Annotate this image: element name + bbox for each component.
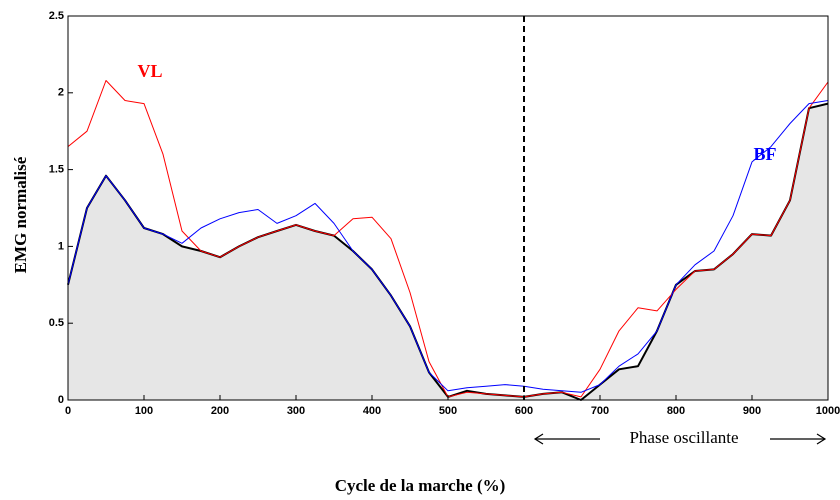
series-label: BF — [753, 144, 776, 164]
y-tick-label: 0 — [58, 394, 64, 406]
y-tick-label: 0.5 — [49, 317, 64, 329]
series-label: VL — [137, 61, 162, 81]
y-tick-label: 1.5 — [49, 164, 64, 176]
y-tick-label: 2.5 — [49, 10, 64, 22]
x-tick-label: 300 — [287, 405, 305, 417]
x-tick-label: 700 — [591, 405, 609, 417]
x-tick-label: 400 — [363, 405, 381, 417]
x-tick-label: 100 — [135, 405, 153, 417]
x-tick-label: 200 — [211, 405, 229, 417]
y-tick-label: 2 — [58, 87, 64, 99]
x-axis-label: Cycle de la marche (%) — [335, 476, 506, 495]
line — [67, 100, 829, 393]
annotation: Phase oscillante — [629, 428, 738, 447]
x-tick-label: 1000 — [816, 405, 840, 417]
x-tick-label: 0 — [65, 405, 71, 417]
x-tick-label: 500 — [439, 405, 457, 417]
area — [68, 103, 828, 400]
x-tick-label: 900 — [743, 405, 761, 417]
y-tick-label: 1 — [58, 240, 64, 252]
arrows — [533, 433, 827, 445]
x-tick-label: 800 — [667, 405, 685, 417]
x-tick-label: 600 — [515, 405, 533, 417]
y-axis-label: EMG normalisé — [11, 156, 30, 273]
